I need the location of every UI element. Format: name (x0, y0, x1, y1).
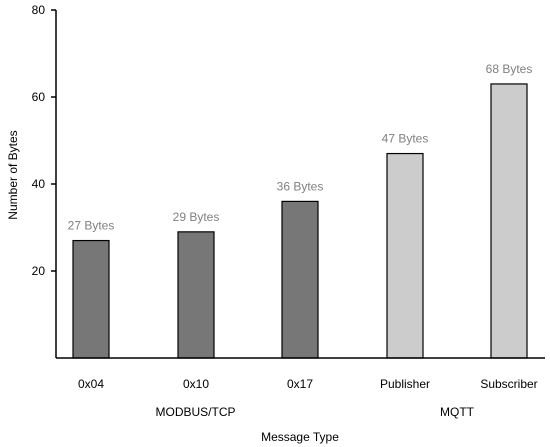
y-tick-label: 60 (32, 90, 46, 104)
y-tick-label: 40 (32, 177, 46, 191)
bar-0x17 (281, 200, 319, 359)
data-label: 36 Bytes (277, 179, 324, 193)
data-label: 29 Bytes (173, 210, 220, 224)
bar-subscriber (490, 83, 528, 359)
x-tick-label: Subscriber (480, 377, 537, 391)
bar-publisher (386, 152, 424, 359)
bar-0x04 (72, 239, 110, 359)
y-axis-title: Number of Bytes (6, 130, 20, 219)
data-label: 68 Bytes (486, 62, 533, 76)
x-axis-title: Message Type (261, 430, 339, 444)
x-tick-label: 0x17 (287, 377, 313, 391)
y-tick-label: 80 (32, 3, 46, 17)
bar-0x10 (177, 231, 215, 359)
x-tick-label: 0x04 (78, 377, 104, 391)
y-tick-label: 20 (32, 264, 46, 278)
axes-layer (51, 9, 545, 359)
data-label: 27 Bytes (68, 219, 115, 233)
labels-layer: 27 Bytes 0x04 29 Bytes 0x10 36 Bytes 0x17 47 B… (6, 3, 538, 444)
bars-layer (72, 83, 528, 359)
x-tick-label: 0x10 (183, 377, 209, 391)
x-tick-label: Publisher (380, 377, 430, 391)
group-label-modbus-tcp: MODBUS/TCP (155, 405, 235, 419)
data-label: 47 Bytes (382, 132, 429, 146)
group-label-mqtt: MQTT (440, 405, 475, 419)
